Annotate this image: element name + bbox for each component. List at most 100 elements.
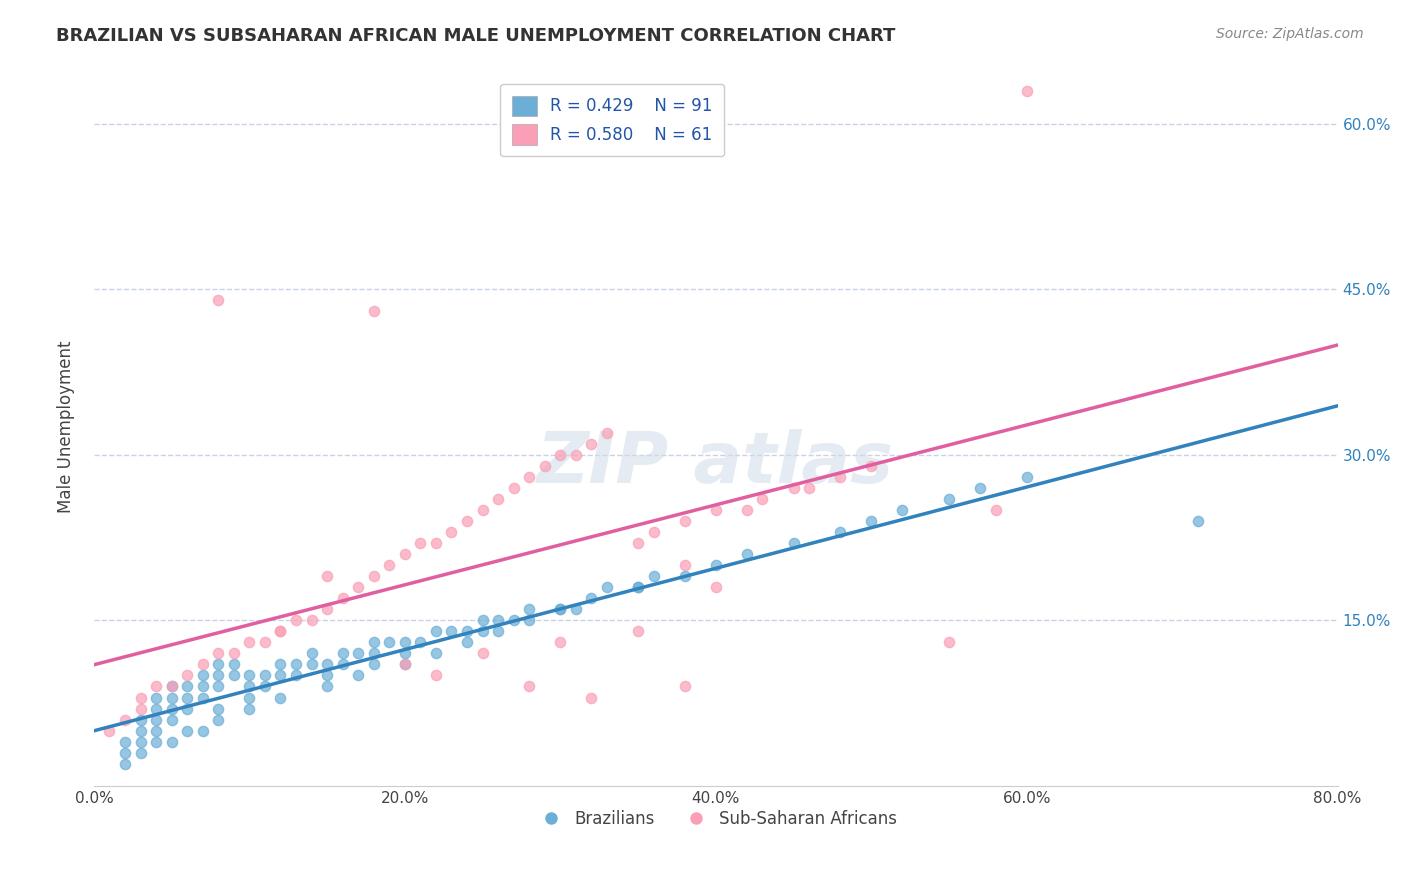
Point — [517, 613, 540, 627]
Point — [596, 425, 619, 440]
Point — [627, 580, 650, 594]
Text: BRAZILIAN VS SUBSAHARAN AFRICAN MALE UNEMPLOYMENT CORRELATION CHART: BRAZILIAN VS SUBSAHARAN AFRICAN MALE UNE… — [56, 27, 896, 45]
Point — [938, 491, 960, 506]
Point — [269, 624, 291, 639]
Point — [301, 657, 323, 672]
Point — [176, 701, 198, 715]
Point — [378, 558, 401, 573]
Point — [316, 680, 339, 694]
Point — [114, 746, 136, 760]
Point — [238, 690, 260, 705]
Point — [704, 503, 727, 517]
Point — [1015, 84, 1038, 98]
Text: ZIP atlas: ZIP atlas — [537, 428, 894, 498]
Point — [627, 624, 650, 639]
Point — [145, 723, 167, 738]
Point — [581, 436, 603, 450]
Point — [145, 734, 167, 748]
Point — [456, 624, 478, 639]
Point — [860, 514, 883, 528]
Point — [486, 624, 509, 639]
Point — [363, 569, 385, 583]
Point — [207, 680, 229, 694]
Point — [596, 580, 619, 594]
Point — [253, 680, 276, 694]
Point — [114, 713, 136, 727]
Point — [269, 657, 291, 672]
Point — [98, 723, 121, 738]
Point — [207, 293, 229, 308]
Point — [145, 690, 167, 705]
Point — [735, 547, 758, 561]
Point — [363, 304, 385, 318]
Point — [860, 458, 883, 473]
Point — [347, 580, 370, 594]
Text: Source: ZipAtlas.com: Source: ZipAtlas.com — [1216, 27, 1364, 41]
Point — [984, 503, 1007, 517]
Point — [176, 680, 198, 694]
Point — [550, 635, 572, 649]
Point — [581, 690, 603, 705]
Point — [347, 646, 370, 660]
Point — [969, 481, 991, 495]
Point — [269, 624, 291, 639]
Point — [517, 602, 540, 616]
Point — [938, 635, 960, 649]
Point — [191, 668, 214, 682]
Point — [533, 458, 555, 473]
Point — [129, 734, 152, 748]
Point — [347, 668, 370, 682]
Point — [145, 713, 167, 727]
Point — [782, 536, 804, 550]
Point — [363, 646, 385, 660]
Point — [145, 680, 167, 694]
Point — [565, 602, 588, 616]
Point — [222, 646, 245, 660]
Point — [191, 680, 214, 694]
Point — [332, 591, 354, 606]
Point — [394, 547, 416, 561]
Point — [456, 514, 478, 528]
Point — [440, 624, 463, 639]
Point — [550, 602, 572, 616]
Point — [301, 613, 323, 627]
Point — [363, 657, 385, 672]
Point — [160, 734, 183, 748]
Point — [704, 580, 727, 594]
Point — [673, 569, 696, 583]
Point — [550, 602, 572, 616]
Point — [191, 657, 214, 672]
Point — [830, 470, 852, 484]
Point — [378, 635, 401, 649]
Point — [425, 646, 447, 660]
Point — [502, 613, 524, 627]
Point — [285, 613, 308, 627]
Point — [486, 491, 509, 506]
Point — [782, 481, 804, 495]
Point — [207, 657, 229, 672]
Point — [222, 657, 245, 672]
Point — [735, 503, 758, 517]
Point — [1015, 470, 1038, 484]
Point — [316, 602, 339, 616]
Point — [160, 680, 183, 694]
Point — [238, 680, 260, 694]
Point — [394, 657, 416, 672]
Point — [456, 635, 478, 649]
Point — [394, 635, 416, 649]
Point — [517, 470, 540, 484]
Point — [129, 746, 152, 760]
Point — [269, 668, 291, 682]
Y-axis label: Male Unemployment: Male Unemployment — [58, 341, 75, 514]
Point — [704, 558, 727, 573]
Point — [471, 613, 494, 627]
Point — [253, 635, 276, 649]
Point — [830, 524, 852, 539]
Point — [238, 668, 260, 682]
Point — [425, 624, 447, 639]
Point — [440, 524, 463, 539]
Point — [673, 558, 696, 573]
Point — [129, 713, 152, 727]
Point — [332, 646, 354, 660]
Point — [207, 701, 229, 715]
